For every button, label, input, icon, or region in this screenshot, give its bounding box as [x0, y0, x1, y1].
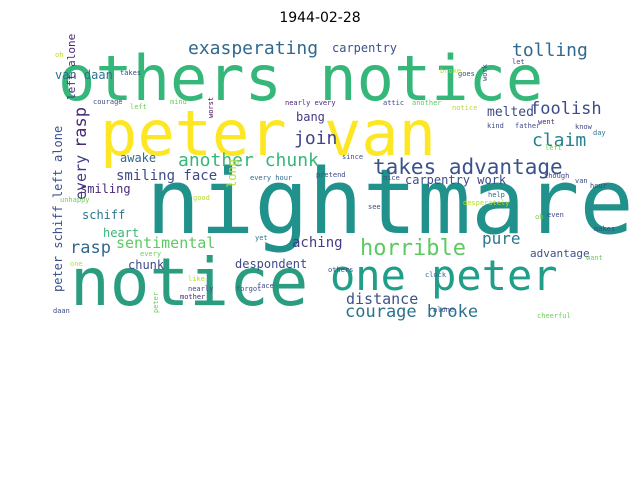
cloud-word: clock — [425, 271, 447, 279]
cloud-word: schiff — [82, 208, 125, 222]
cloud-word: claim — [532, 130, 586, 151]
cloud-word: broke — [440, 67, 461, 75]
cloud-word: another — [412, 99, 442, 107]
cloud-word: forgot — [236, 285, 261, 293]
cloud-word: foolish — [530, 99, 602, 119]
cloud-word: notice — [70, 244, 308, 321]
cloud-word: hour — [590, 182, 607, 190]
cloud-word: goes — [458, 70, 475, 78]
cloud-word: left — [545, 144, 562, 152]
cloud-word: distance — [346, 290, 418, 308]
cloud-word: work — [481, 63, 489, 81]
cloud-word: every — [72, 155, 90, 200]
cloud-word: despondent — [235, 257, 307, 271]
cloud-word: rasp — [70, 238, 111, 258]
cloud-word: nice — [383, 174, 400, 182]
cloud-word: cheerful — [537, 312, 571, 320]
cloud-word: daan — [53, 307, 70, 315]
cloud-word: takes advantage — [373, 155, 563, 179]
cloud-word: though — [544, 172, 569, 180]
cloud-word: every hour — [250, 174, 292, 182]
cloud-word: nightmare — [146, 150, 634, 255]
cloud-word: smiling — [80, 182, 131, 196]
cloud-word: takes — [120, 69, 141, 77]
cloud-word: notice — [452, 104, 477, 112]
cloud-word: peter — [152, 292, 160, 313]
cloud-word: sentimental — [116, 234, 215, 252]
cloud-word: peter schiff left alone — [51, 126, 65, 292]
cloud-word: day — [593, 129, 606, 137]
cloud-word: pretend — [316, 171, 346, 179]
cloud-word: every — [140, 250, 161, 258]
cloud-word: even — [547, 211, 564, 219]
cloud-word: good — [193, 194, 210, 202]
cloud-word: pure — [482, 229, 521, 248]
cloud-word: courage broke — [345, 302, 478, 322]
cloud-word: alone — [433, 306, 454, 314]
cloud-word: another chunk — [178, 150, 319, 171]
cloud-word: tolling — [512, 40, 588, 61]
cloud-word: know — [575, 123, 593, 131]
cloud-word: worst — [207, 97, 215, 118]
cloud-word: father — [515, 122, 540, 130]
cloud-word: nearly — [188, 285, 213, 293]
cloud-word: makes — [594, 225, 615, 233]
cloud-word: rasp — [71, 107, 91, 148]
cloud-word: one — [70, 260, 83, 268]
cloud-word: bang — [296, 110, 325, 124]
cloud-word: want — [586, 254, 603, 262]
cloud-word: horrible — [360, 236, 466, 261]
cloud-word: left — [130, 103, 147, 111]
cloud-word: van — [575, 177, 588, 185]
cloud-word: let — [512, 58, 525, 66]
cloud-word: kind — [487, 122, 504, 130]
cloud-word: one peter — [330, 251, 558, 300]
cloud-word: face — [257, 282, 274, 290]
figure-title: 1944-02-28 — [279, 10, 361, 26]
cloud-word: van daan — [55, 68, 113, 82]
cloud-word: help — [488, 191, 505, 199]
cloud-word: mind — [170, 98, 187, 106]
cloud-word: desperately — [463, 199, 509, 207]
cloud-word: awake — [120, 151, 156, 165]
cloud-word: like — [188, 275, 205, 283]
cloud-word: nearly every — [285, 99, 336, 107]
cloud-word: oh — [535, 213, 543, 221]
cloud-word: attic — [383, 99, 404, 107]
cloud-word: since — [342, 153, 363, 161]
cloud-word: long — [225, 159, 239, 188]
cloud-word: carpentry work — [405, 173, 507, 187]
cloud-word: unhappy — [60, 196, 90, 204]
cloud-word: mother — [180, 293, 205, 301]
cloud-word: melted — [487, 105, 534, 120]
cloud-word: went — [538, 118, 555, 126]
cloud-word: left alone — [65, 34, 78, 100]
cloud-word: courage — [93, 98, 123, 106]
cloud-word: join — [294, 128, 337, 149]
cloud-word: heart — [103, 226, 139, 240]
cloud-word: oh — [55, 51, 63, 59]
cloud-word: see — [368, 203, 381, 211]
cloud-word: others notice — [58, 42, 543, 115]
cloud-word: exasperating — [188, 38, 318, 59]
cloud-word: advantage — [530, 247, 590, 260]
cloud-word: peter van — [100, 97, 436, 170]
cloud-word: yet — [255, 234, 268, 242]
cloud-word: carpentry — [332, 41, 397, 55]
cloud-word: others — [328, 266, 353, 274]
cloud-word: aching — [292, 235, 343, 251]
cloud-word: chunk — [128, 258, 165, 272]
cloud-word: smiling face — [116, 168, 217, 184]
